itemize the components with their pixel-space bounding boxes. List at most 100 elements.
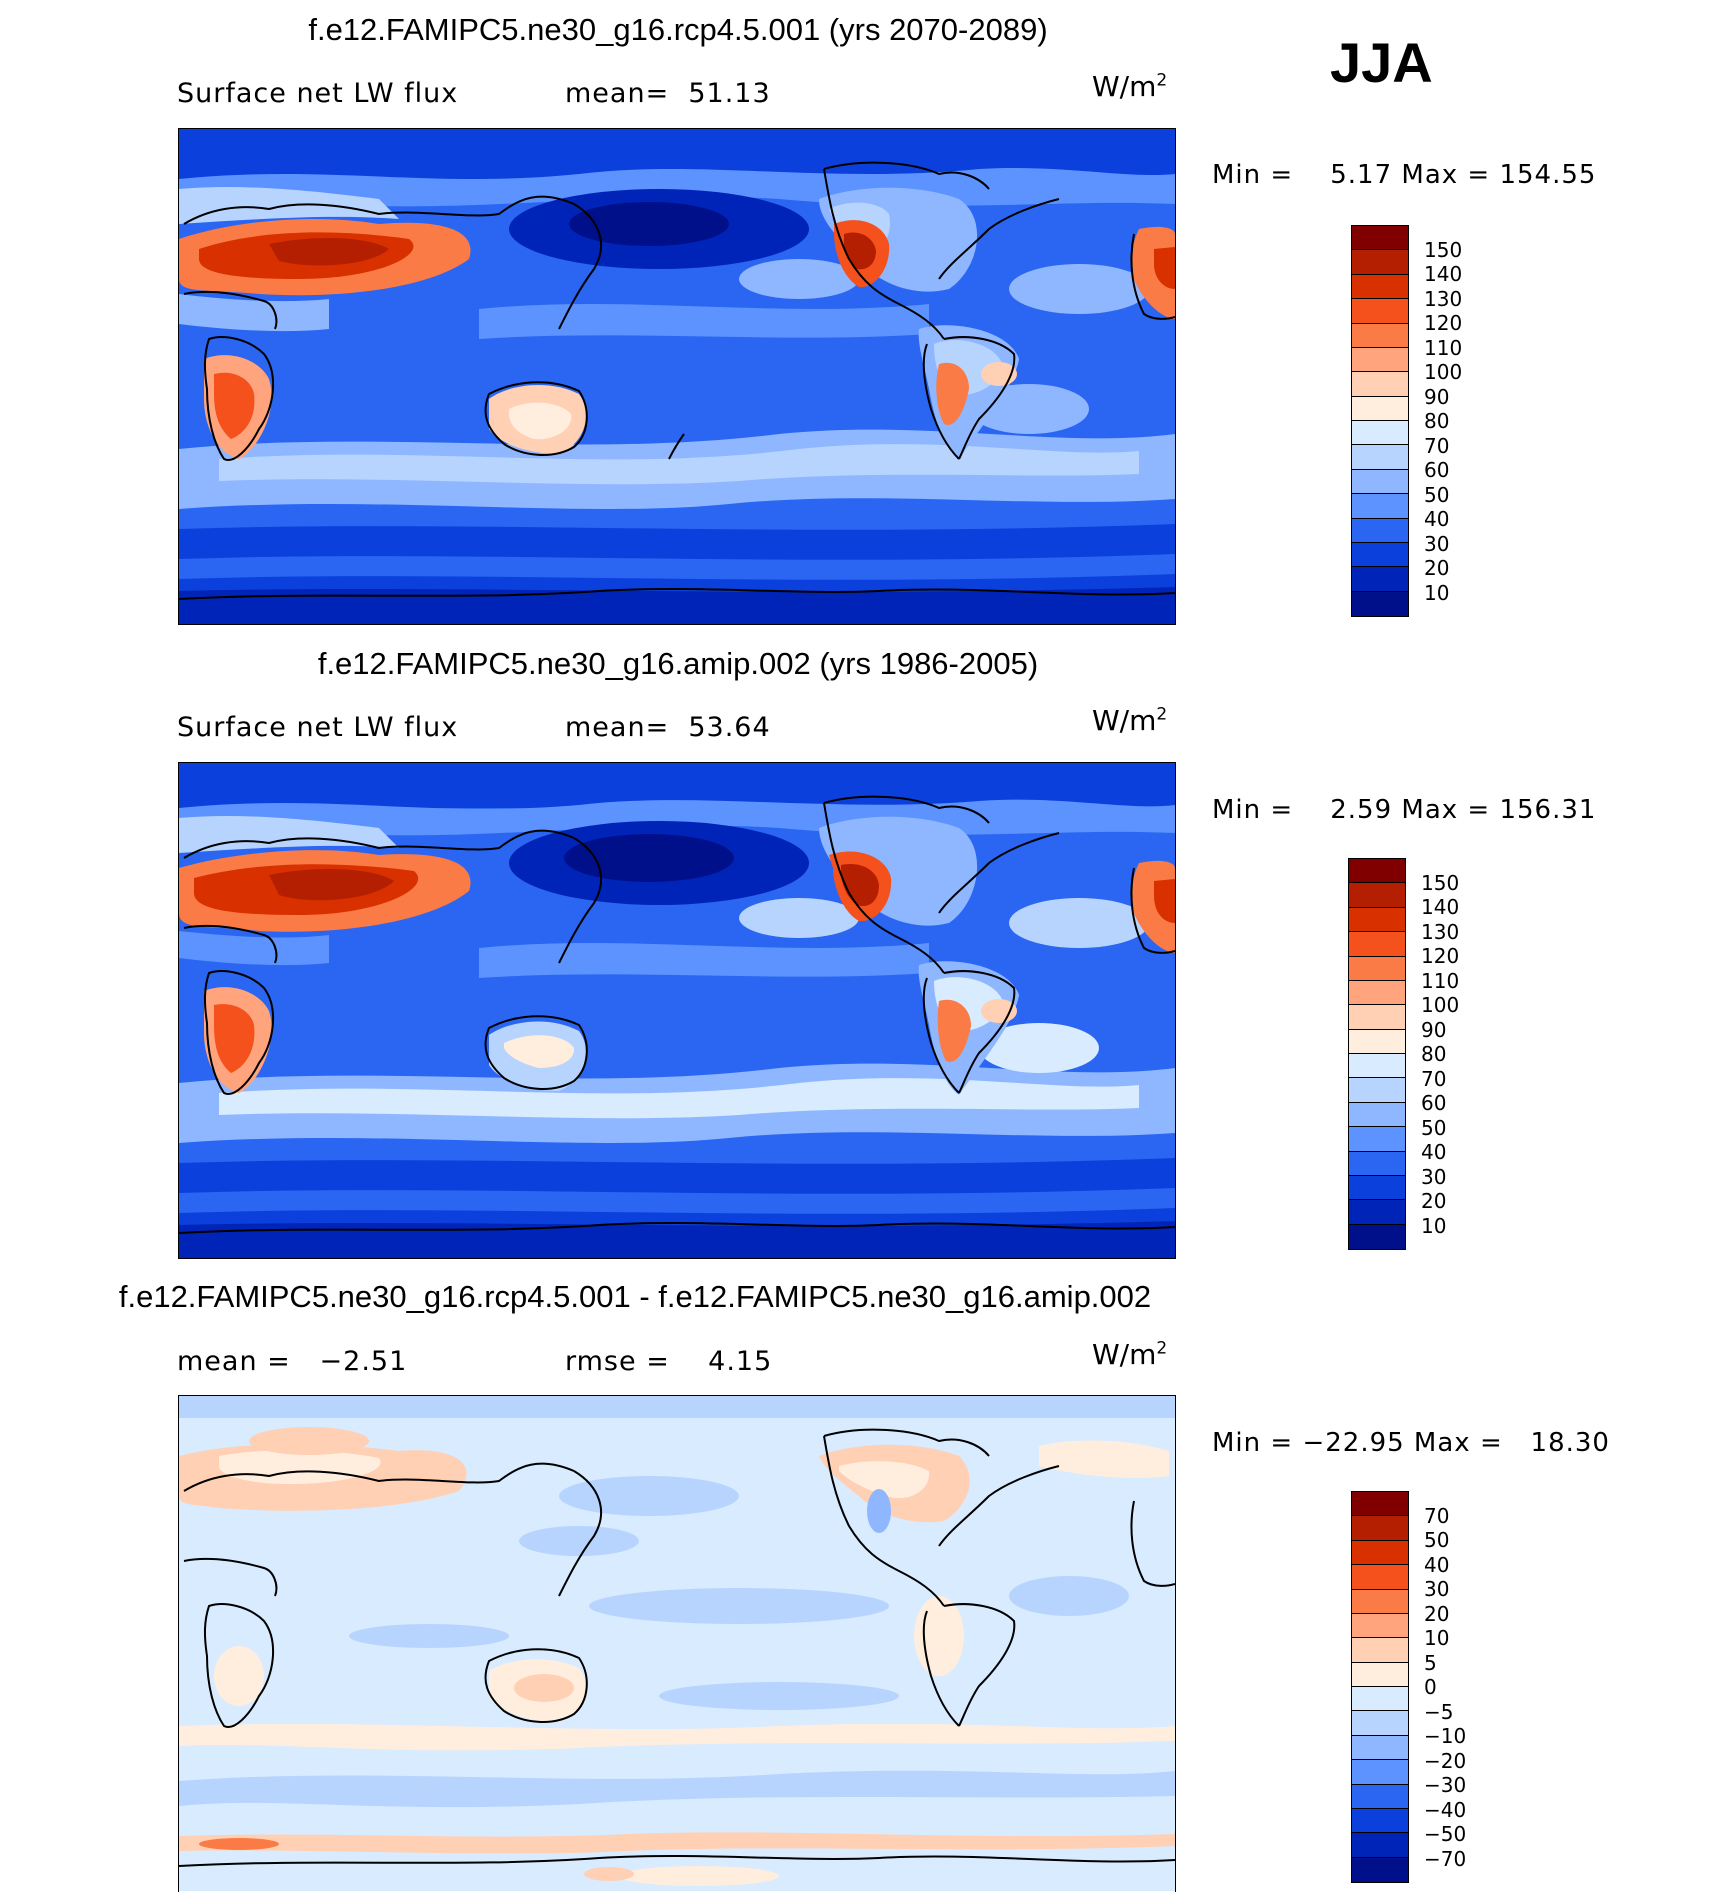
colorbar-tick-label: 10 <box>1421 1213 1447 1238</box>
colorbar-swatch <box>1349 1078 1405 1103</box>
colorbar-tick-label: 20 <box>1421 1189 1447 1213</box>
colorbar-swatch <box>1352 518 1408 543</box>
panel-mean-label: mean= 53.64 <box>565 712 771 743</box>
colorbar-tick-label: 50 <box>1424 1528 1450 1552</box>
colorbar-tick-label: −40 <box>1424 1797 1467 1822</box>
colorbar-swatch <box>1352 494 1408 519</box>
colorbar-tick-label: 100 <box>1424 360 1463 384</box>
colorbar-tick-label: −30 <box>1424 1773 1467 1797</box>
colorbar-swatch <box>1349 956 1405 981</box>
colorbar-swatch <box>1352 1565 1408 1590</box>
colorbar-swatch <box>1349 907 1405 933</box>
colorbar-swatch <box>1349 1029 1405 1054</box>
colorbar-tick-label: −5 <box>1424 1699 1454 1724</box>
colorbar-tick-label: −20 <box>1424 1748 1467 1773</box>
panel-minmax: Min = −22.95 Max = 18.30 <box>1212 1428 1610 1458</box>
map-difference <box>178 1395 1176 1892</box>
colorbar-tick-label: 70 <box>1421 1066 1447 1091</box>
colorbar-swatch <box>1352 542 1408 568</box>
colorbar-tick-label: 120 <box>1421 944 1460 968</box>
colorbar-tick-label: −50 <box>1424 1822 1467 1846</box>
colorbar-tick-label: 120 <box>1424 311 1463 335</box>
colorbar-tick-label: 20 <box>1424 1601 1450 1626</box>
colorbar-swatch <box>1352 469 1408 495</box>
colorbar-tick-label: 60 <box>1424 458 1450 482</box>
colorbar-swatch <box>1352 567 1408 592</box>
colorbar-swatch <box>1349 1054 1405 1079</box>
panel-units: W/m2 <box>1092 70 1168 103</box>
colorbar-swatch <box>1352 1638 1408 1663</box>
colorbar-swatch <box>1349 1127 1405 1152</box>
colorbar-swatch <box>1352 1613 1408 1639</box>
colorbar-swatch <box>1352 1516 1408 1541</box>
colorbar-tick-label: 20 <box>1424 556 1450 580</box>
colorbar-swatch <box>1349 932 1405 957</box>
map-field <box>179 129 1175 624</box>
colorbar-swatch <box>1352 226 1408 251</box>
colorbar-tick-label: 140 <box>1421 895 1460 919</box>
colorbar-rcp <box>1351 225 1409 617</box>
panel-variable-label: Surface net LW flux <box>177 712 459 743</box>
colorbar-swatch <box>1349 1151 1405 1176</box>
colorbar-swatch <box>1349 883 1405 908</box>
colorbar-swatch <box>1352 1687 1408 1712</box>
panel-title: f.e12.FAMIPC5.ne30_g16.rcp4.5.001 (yrs 2… <box>308 12 1048 47</box>
colorbar-swatch <box>1352 1808 1408 1834</box>
colorbar-tick-label: 40 <box>1424 1552 1450 1577</box>
colorbar-tick-label: 80 <box>1421 1042 1447 1066</box>
colorbar-tick-label: 150 <box>1421 870 1460 895</box>
colorbar-swatch <box>1349 1224 1405 1249</box>
colorbar-swatch <box>1352 347 1408 373</box>
panel-minmax: Min = 5.17 Max = 154.55 <box>1212 160 1597 190</box>
map-amip <box>178 762 1176 1259</box>
panel-mean-label: mean= 51.13 <box>565 78 771 109</box>
colorbar-swatch <box>1352 250 1408 275</box>
colorbar-swatch <box>1349 1102 1405 1128</box>
colorbar-tick-label: 40 <box>1424 507 1450 531</box>
colorbar-tick-label: 50 <box>1424 482 1450 507</box>
colorbar-tick-label: 150 <box>1424 237 1463 262</box>
colorbar-swatch <box>1352 421 1408 446</box>
colorbar-tick-label: 140 <box>1424 262 1463 286</box>
colorbar-swatch <box>1352 1540 1408 1566</box>
colorbar-swatch <box>1352 299 1408 324</box>
colorbar-swatch <box>1349 1005 1405 1030</box>
colorbar-labels-amip: 150 140 130 120 110 100 90 80 70 60 50 40 30 20 10 <box>1421 858 1501 1250</box>
colorbar-swatch <box>1352 274 1408 300</box>
colorbar-tick-label: 30 <box>1424 1577 1450 1601</box>
colorbar-swatch <box>1352 323 1408 348</box>
map-rcp <box>178 128 1176 625</box>
colorbar-tick-label: 80 <box>1424 409 1450 433</box>
colorbar-swatch <box>1352 396 1408 421</box>
colorbar-tick-label: 5 <box>1424 1650 1437 1675</box>
colorbar-swatch <box>1349 1200 1405 1225</box>
colorbar-tick-label: 110 <box>1424 335 1463 360</box>
map-field <box>179 1396 1175 1891</box>
colorbar-swatch <box>1352 1784 1408 1809</box>
panel-title: f.e12.FAMIPC5.ne30_g16.amip.002 (yrs 198… <box>317 646 1039 681</box>
colorbar-tick-label: 70 <box>1424 1503 1450 1528</box>
colorbar-tick-label: 30 <box>1424 531 1450 556</box>
colorbar-tick-label: 60 <box>1421 1091 1447 1115</box>
colorbar-swatch <box>1352 1857 1408 1882</box>
panel-title: f.e12.FAMIPC5.ne30_g16.rcp4.5.001 - f.e1… <box>118 1279 1152 1314</box>
colorbar-tick-label: 0 <box>1424 1675 1437 1699</box>
colorbar-tick-label: 10 <box>1424 1626 1450 1650</box>
colorbar-swatch <box>1352 445 1408 470</box>
colorbar-swatch <box>1352 372 1408 397</box>
colorbar-tick-label: 10 <box>1424 580 1450 605</box>
panel-variable-label: Surface net LW flux <box>177 78 459 109</box>
colorbar-tick-label: 110 <box>1421 968 1460 993</box>
colorbar-tick-label: −70 <box>1424 1846 1467 1871</box>
colorbar-tick-label: 100 <box>1421 993 1460 1017</box>
colorbar-amip <box>1348 858 1406 1250</box>
colorbar-tick-label: 130 <box>1421 919 1460 944</box>
colorbar-tick-label: 90 <box>1424 384 1450 409</box>
colorbar-tick-label: −10 <box>1424 1724 1467 1748</box>
colorbar-swatch <box>1352 591 1408 616</box>
colorbar-labels-rcp: 150 140 130 120 110 100 90 80 70 60 50 40 30 20 10 <box>1424 225 1504 617</box>
colorbar-swatch <box>1352 1760 1408 1785</box>
colorbar-swatch <box>1352 1589 1408 1614</box>
panel-rmse-label: rmse = 4.15 <box>565 1346 773 1377</box>
colorbar-swatch <box>1352 1735 1408 1761</box>
